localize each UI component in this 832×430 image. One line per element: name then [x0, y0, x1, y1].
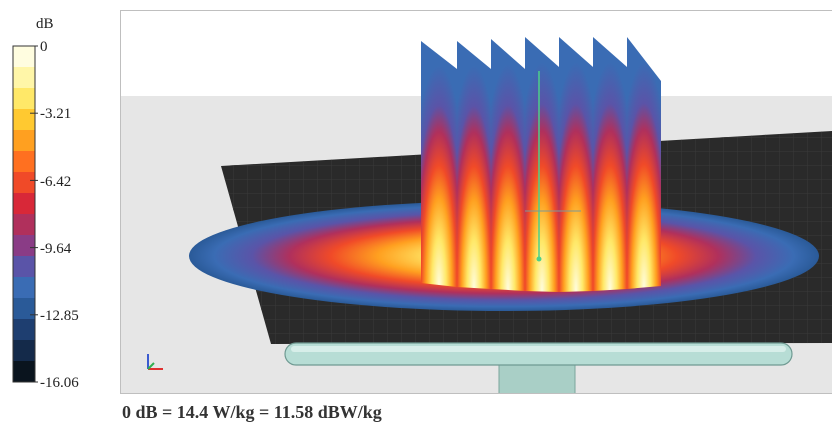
color-scale-band: [13, 67, 35, 89]
sar-fin-slices: [421, 37, 661, 292]
axes-indicator: [147, 354, 163, 370]
color-scale-band: [13, 319, 35, 341]
color-scale-unit: dB: [36, 16, 54, 32]
reference-caption: 0 dB = 14.4 W/kg = 11.58 dBW/kg: [122, 402, 382, 422]
color-scale-band: [13, 46, 35, 68]
sar-fin: [491, 39, 525, 291]
color-scale-band: [13, 277, 35, 299]
sar-fin: [627, 37, 661, 289]
sar-fin: [593, 37, 627, 291]
color-scale-band: [13, 151, 35, 173]
sar-fin: [457, 41, 491, 289]
sar-field-render: [121, 11, 832, 393]
color-scale-tick-3: -9.64: [40, 241, 72, 257]
color-scale-band: [13, 193, 35, 215]
color-scale-tick-4: -12.85: [40, 308, 79, 324]
color-scale-band: [13, 361, 35, 383]
color-scale-tick-1: -3.21: [40, 106, 72, 122]
sar-fin: [525, 37, 559, 292]
color-scale-tick-5: -16.06: [40, 375, 79, 391]
color-scale-band: [13, 172, 35, 194]
color-scale-band: [13, 340, 35, 362]
color-scale-legend: dB 0 -3.21 -6.42 -9.64 -12.85 -16.06: [0, 0, 120, 400]
color-scale-band: [13, 88, 35, 110]
color-scale-band: [13, 298, 35, 320]
color-scale-band: [13, 235, 35, 257]
color-scale-band: [13, 214, 35, 236]
probe-point: [536, 256, 542, 262]
color-scale-tick-2: -6.42: [40, 174, 72, 190]
color-scale-band: [13, 109, 35, 131]
sar-fin: [421, 41, 457, 287]
sar-fin: [559, 37, 593, 292]
3d-viewport[interactable]: [120, 10, 832, 394]
color-scale-band: [13, 130, 35, 152]
color-scale-bar: [12, 45, 38, 383]
color-scale-band: [13, 256, 35, 278]
color-scale-tick-0: 0: [40, 39, 48, 55]
